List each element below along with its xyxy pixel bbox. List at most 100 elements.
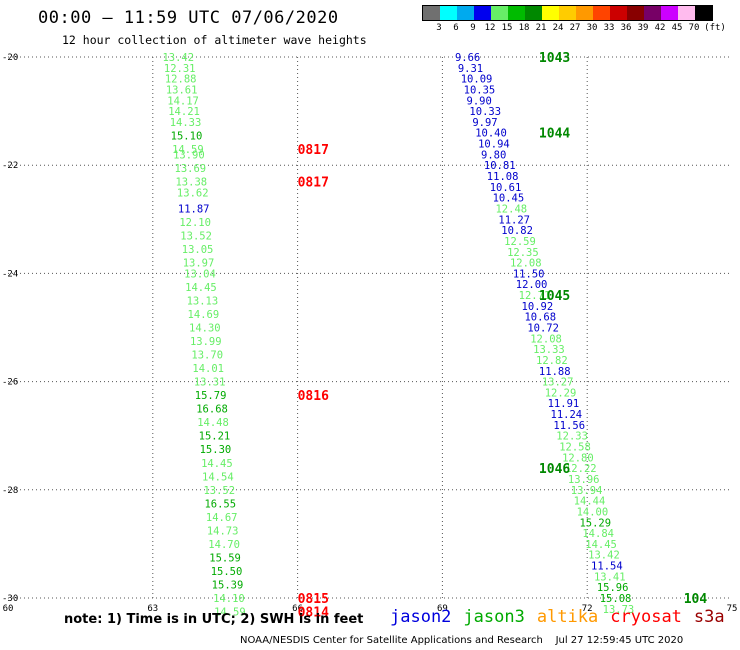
data-point-jason: 10.61 [490, 182, 522, 194]
x-tick-label: 60 [3, 604, 14, 614]
data-point-cryosat: 12.88 [165, 74, 197, 86]
legend-swatch [457, 6, 474, 20]
data-point-cryosat: 14.59 [214, 607, 246, 619]
data-point-jason: 9.97 [472, 117, 497, 129]
data-point-jason: 10.40 [475, 128, 507, 140]
pass-number-cryosat: 0816 [298, 389, 329, 404]
data-point-cryosat: 13.31 [194, 377, 226, 389]
data-point-jason: 11.54 [591, 561, 623, 573]
data-point-jason: 10.82 [501, 225, 533, 237]
satellite-label-jason3: jason3 [463, 607, 525, 627]
y-tick-label: -22 [2, 161, 18, 171]
legend-label: 70 [688, 23, 700, 33]
legend-unit: (ft) [704, 23, 726, 33]
data-point-cryosat: 14.73 [207, 525, 239, 537]
pass-number-cryosat: 0817 [298, 143, 329, 158]
legend-swatch [474, 6, 491, 20]
x-tick-label: 66 [292, 604, 303, 614]
data-point-jason: 10.09 [461, 74, 493, 86]
pass-number-cryosat: 0815 [298, 592, 329, 607]
legend-label: 21 [535, 23, 547, 33]
data-point-jason: 11.56 [553, 420, 585, 432]
data-point-cryosat: 14.21 [168, 106, 200, 118]
data-point-cryosat: 15.10 [171, 130, 203, 142]
data-point-cryosat: 15.79 [195, 390, 227, 402]
legend-swatch [559, 6, 576, 20]
legend-swatch [593, 6, 610, 20]
data-point-jason: 9.66 [455, 52, 480, 64]
chart-title: 00:00 – 11:59 UTC 07/06/2020 [38, 8, 339, 28]
y-tick-label: -30 [2, 594, 18, 604]
data-point-jason: 12.59 [504, 236, 536, 248]
data-point-jason: 11.88 [539, 366, 571, 378]
pass-number-jason3: 1044 [539, 127, 570, 142]
data-point-jason: 12.71 [519, 290, 551, 302]
legend-labels: 3 6 9 12 15 18 21 24 27 30 33 36 39 42 45 70 (ft) [422, 21, 726, 35]
legend-swatch [440, 6, 457, 20]
legend-swatches [422, 5, 713, 21]
legend-label: 3 [436, 23, 442, 33]
x-tick-label: 72 [582, 604, 593, 614]
data-point-cryosat: 13.52 [203, 485, 235, 497]
legend-swatch [644, 6, 661, 20]
satellite-label-s3a: s3a [693, 607, 725, 627]
pass-number-jason3: 1043 [539, 51, 570, 66]
data-point-jason: 12.58 [559, 442, 591, 454]
data-point-cryosat: 13.04 [184, 268, 216, 280]
satellite-legend: jason2 jason3 altika cryosat s3a [390, 607, 737, 627]
data-point-cryosat: 14.17 [167, 95, 199, 107]
legend-label: 6 [453, 23, 459, 33]
pass-number-cryosat: 0814 [298, 606, 329, 621]
data-point-jason: 14.00 [577, 506, 609, 518]
data-point-cryosat: 14.59 [172, 144, 204, 156]
data-point-jason: 13.41 [594, 571, 626, 583]
data-point-cryosat: 14.10 [213, 593, 245, 605]
data-point-jason: 15.29 [579, 517, 611, 529]
data-point-cryosat: 14.54 [202, 471, 234, 483]
legend-swatch [491, 6, 508, 20]
legend-label: 42 [654, 23, 666, 33]
pass-number-cryosat: 0817 [298, 175, 329, 190]
legend-label: 9 [470, 23, 476, 33]
legend-label: 18 [518, 23, 530, 33]
data-point-cryosat: 13.38 [175, 176, 207, 188]
footer-credit: NOAA/NESDIS Center for Satellite Applica… [240, 635, 684, 646]
data-point-cryosat: 13.05 [182, 244, 214, 256]
data-point-jason: 9.90 [467, 95, 492, 107]
data-point-cryosat: 13.62 [177, 187, 209, 199]
data-point-jason: 12.80 [562, 452, 594, 464]
data-point-jason: 12.35 [507, 247, 539, 259]
data-point-cryosat: 14.30 [189, 323, 221, 335]
legend-swatch [542, 6, 559, 20]
data-point-cryosat: 13.61 [166, 84, 198, 96]
data-point-cryosat: 13.13 [187, 295, 219, 307]
data-point-cryosat: 12.31 [164, 63, 196, 75]
data-point-cryosat: 14.45 [185, 282, 217, 294]
data-point-jason: 13.42 [588, 550, 620, 562]
data-point-cryosat: 13.52 [180, 231, 212, 243]
data-point-jason: 13.96 [568, 474, 600, 486]
legend-swatch [508, 6, 525, 20]
y-tick-label: -20 [2, 53, 18, 63]
data-point-cryosat: 15.59 [209, 552, 241, 564]
data-point-cryosat: 13.69 [175, 163, 207, 175]
x-tick-label: 63 [147, 604, 158, 614]
data-point-jason: 11.50 [513, 268, 545, 280]
data-point-jason: 12.08 [510, 258, 542, 270]
data-point-jason: 15.08 [600, 593, 632, 605]
pass-number-jason3: 1045 [539, 289, 570, 304]
data-point-jason: 12.29 [545, 387, 577, 399]
data-point-jason: 13.27 [542, 377, 574, 389]
data-point-jason: 13.33 [533, 344, 565, 356]
data-point-cryosat: 14.70 [208, 539, 240, 551]
x-tick-label: 69 [437, 604, 448, 614]
data-point-jason: 9.80 [481, 149, 506, 161]
legend-swatch [695, 6, 712, 20]
data-point-jason: 10.68 [524, 312, 556, 324]
data-point-jason: 14.45 [585, 539, 617, 551]
data-point-jason: 10.72 [527, 323, 559, 335]
legend-label: 33 [603, 23, 615, 33]
legend-label: 27 [569, 23, 581, 33]
chart-subtitle: 12 hour collection of altimeter wave hei… [62, 33, 367, 47]
